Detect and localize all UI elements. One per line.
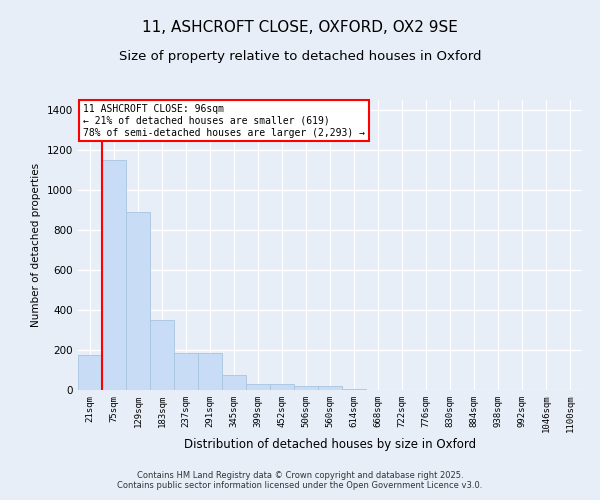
Bar [222, 375, 246, 390]
Bar [294, 386, 318, 390]
Bar [102, 160, 126, 390]
Bar [246, 384, 270, 390]
Text: 11 ASHCROFT CLOSE: 96sqm
← 21% of detached houses are smaller (619)
78% of semi-: 11 ASHCROFT CLOSE: 96sqm ← 21% of detach… [83, 104, 365, 138]
Bar [150, 320, 174, 390]
Bar [198, 353, 222, 390]
Text: Contains HM Land Registry data © Crown copyright and database right 2025.
Contai: Contains HM Land Registry data © Crown c… [118, 470, 482, 490]
Bar [270, 384, 294, 390]
Bar [342, 389, 366, 390]
Bar [174, 353, 198, 390]
Text: 11, ASHCROFT CLOSE, OXFORD, OX2 9SE: 11, ASHCROFT CLOSE, OXFORD, OX2 9SE [142, 20, 458, 35]
Y-axis label: Number of detached properties: Number of detached properties [31, 163, 41, 327]
Text: Size of property relative to detached houses in Oxford: Size of property relative to detached ho… [119, 50, 481, 63]
X-axis label: Distribution of detached houses by size in Oxford: Distribution of detached houses by size … [184, 438, 476, 451]
Bar [318, 386, 342, 390]
Bar [126, 212, 150, 390]
Bar [78, 355, 102, 390]
